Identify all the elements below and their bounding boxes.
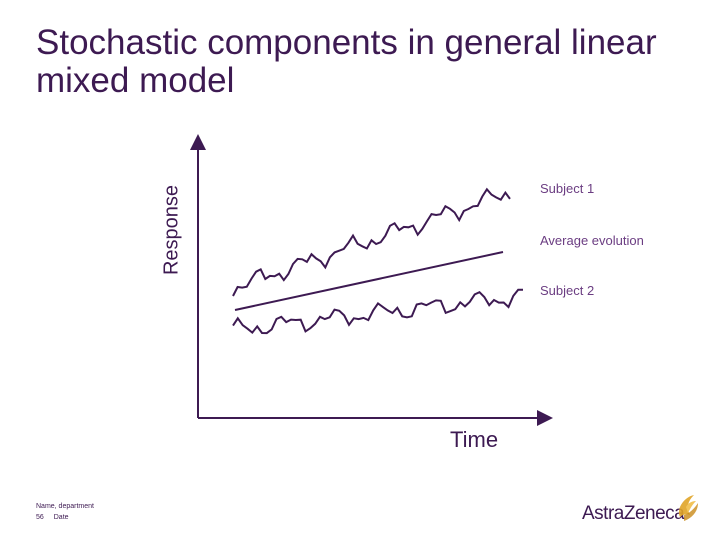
subject-1-trajectory <box>232 187 511 297</box>
logo-wordmark: AstraZeneca <box>582 503 685 524</box>
astrazeneca-swirl-icon <box>678 495 698 521</box>
footer-date: Date <box>53 514 69 521</box>
page-number: 56 <box>36 514 44 521</box>
footer-name-department: Name, department <box>36 503 94 510</box>
slide-title: Stochastic components in general linear … <box>36 23 657 100</box>
y-axis-label: Response <box>160 184 183 276</box>
series-label-average-evolution: Average evolution <box>540 233 644 248</box>
series-label-subject-2: Subject 2 <box>540 283 595 298</box>
average-evolution-line <box>234 251 504 311</box>
footer-row: 56 Date <box>36 514 77 521</box>
x-axis-label: Time <box>450 427 499 452</box>
series-label-subject-1: Subject 1 <box>540 181 595 196</box>
subject-2-trajectory <box>232 288 524 335</box>
astrazeneca-logo: AstraZeneca <box>582 495 702 527</box>
